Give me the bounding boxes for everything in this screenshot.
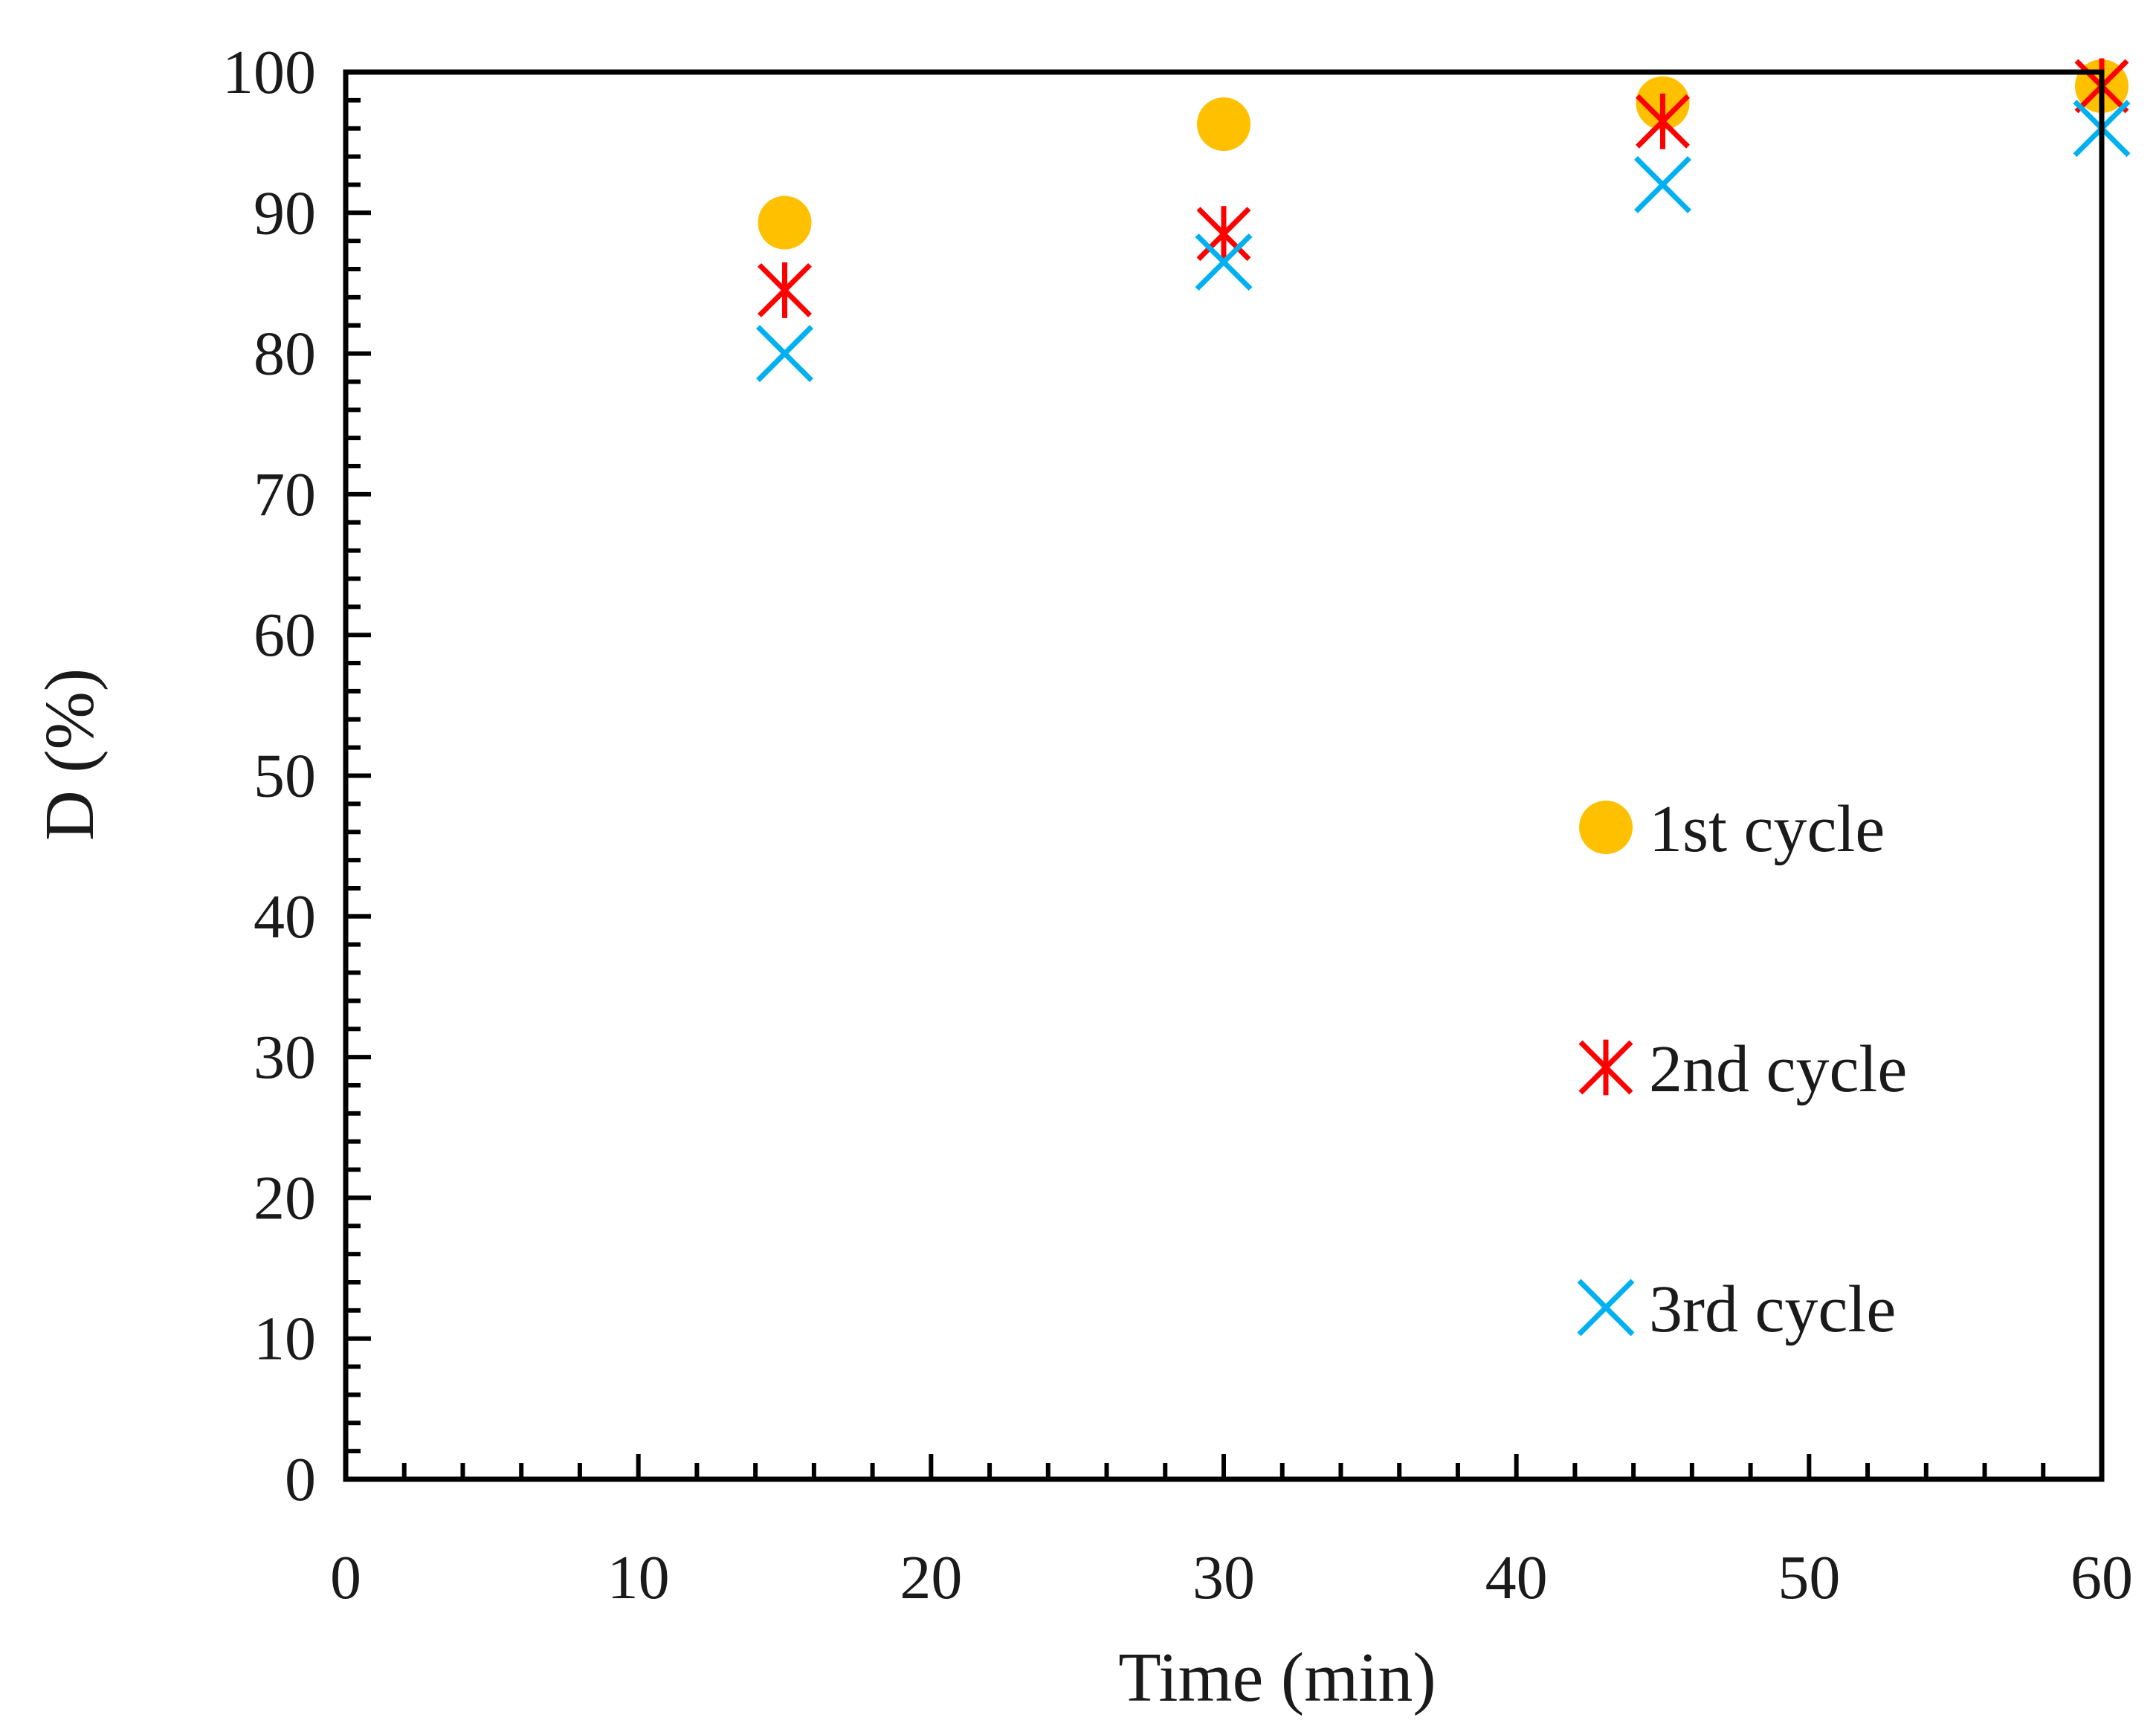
x-axis-title: Time (min): [1118, 1639, 1436, 1716]
legend-label-2nd-cycle: 2nd cycle: [1649, 1032, 1907, 1106]
y-tick-label: 40: [254, 882, 316, 951]
y-tick-label: 60: [254, 601, 316, 670]
y-tick-label: 50: [254, 742, 316, 811]
legend-marker-3rd-cycle: [1577, 1279, 1635, 1337]
point-1st-cycle: [1197, 97, 1250, 152]
x-tick-label: 50: [1778, 1543, 1840, 1612]
x-tick-label: 10: [607, 1543, 670, 1612]
y-tick-label: 30: [254, 1023, 316, 1092]
legend-marker-1st-cycle: [1579, 801, 1633, 854]
axis-ticks: [343, 70, 2104, 1481]
y-tick-label: 10: [254, 1305, 316, 1374]
point-2nd-cycle: [758, 262, 812, 318]
plot-frame: [343, 69, 2105, 1482]
y-tick-label: 80: [254, 320, 316, 389]
legend-label-3rd-cycle: 3rd cycle: [1649, 1273, 1896, 1346]
y-tick-label: 70: [254, 460, 316, 529]
legend-symbol-3rd-cycle: [1577, 1279, 1635, 1337]
legend-label-1st-cycle: 1st cycle: [1649, 792, 1885, 866]
tick-labels: 0 10 20 30 40 50 60 0 10 20 30 40 50 60 70 80 90 100: [222, 38, 2133, 1612]
y-axis-title: D (%): [31, 668, 109, 841]
legend-symbol-2nd-cycle: [1578, 1039, 1633, 1096]
legend-marker-2nd-cycle: [1578, 1039, 1633, 1096]
point-1st-cycle: [758, 195, 812, 250]
point-2nd-cycle: [1636, 93, 1690, 149]
x-tick-label: 20: [900, 1543, 962, 1612]
point-2nd-cycle: [1196, 206, 1251, 262]
point-3rd-cycle: [1195, 233, 1253, 291]
legend: 1st cycle 2nd cycle 3rd cycle: [1577, 792, 1907, 1346]
y-tick-label: 20: [254, 1163, 316, 1232]
legend-symbol-1st-cycle: [1579, 801, 1633, 854]
x-tick-label: 40: [1485, 1543, 1548, 1612]
x-tick-label: 60: [2071, 1543, 2133, 1612]
data-marks: [756, 58, 2131, 383]
y-tick-label: 0: [285, 1445, 316, 1514]
point-3rd-cycle: [1634, 155, 1691, 213]
y-tick-label: 90: [254, 178, 316, 248]
y-tick-label: 100: [222, 38, 316, 107]
x-tick-label: 30: [1192, 1543, 1255, 1612]
x-tick-label: 0: [330, 1543, 361, 1612]
point-3rd-cycle: [756, 325, 813, 383]
